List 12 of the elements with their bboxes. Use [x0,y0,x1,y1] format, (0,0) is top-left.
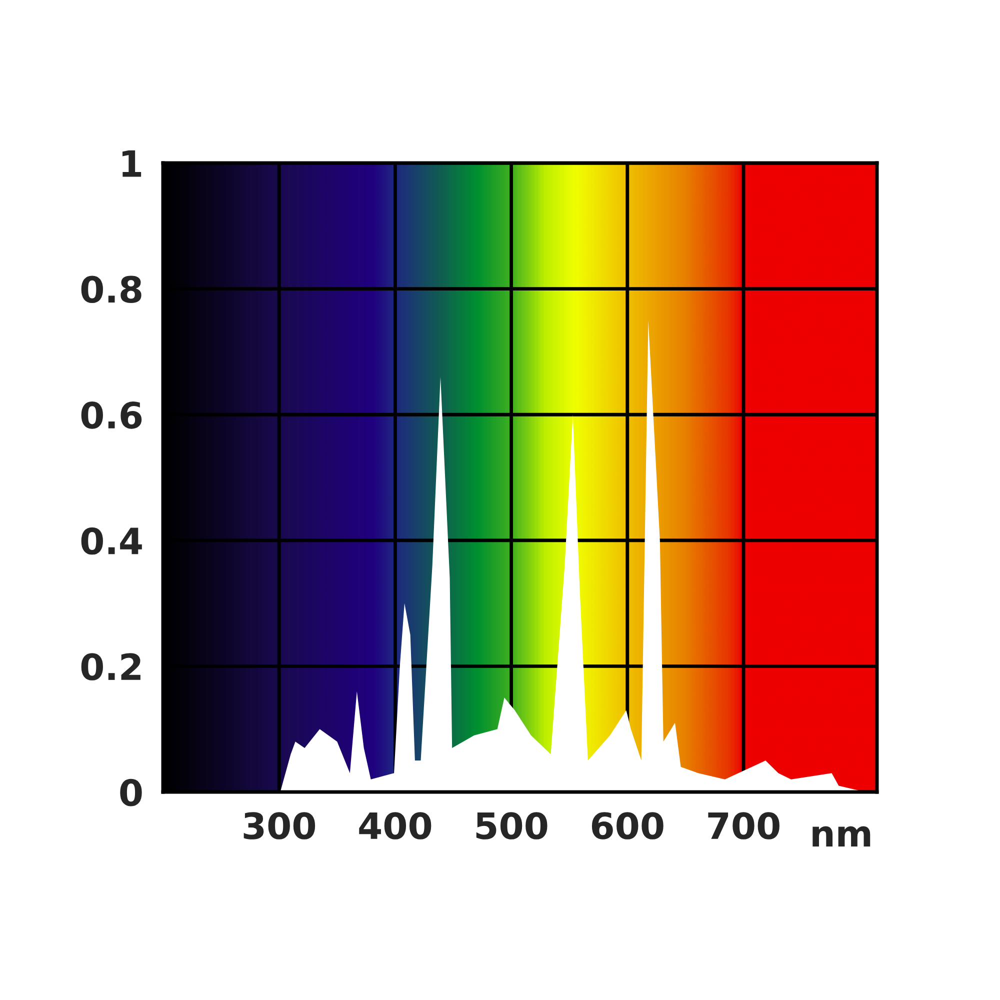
y-tick-label: 1 [122,150,142,177]
y-tick-label: 0.4 [81,527,142,555]
y-tick-label: 0.6 [81,402,142,429]
x-tick-label: 500 [476,812,548,840]
x-tick-label: 300 [244,812,316,840]
x-tick-label: 600 [592,812,664,840]
y-tick-label: 0 [120,778,142,806]
x-axis-title: nm [812,826,870,846]
y-tick-label: 0.8 [81,276,142,304]
x-tick-label: 400 [359,812,432,840]
y-tick-label: 0.2 [81,653,140,680]
x-tick-label: 700 [708,812,780,840]
